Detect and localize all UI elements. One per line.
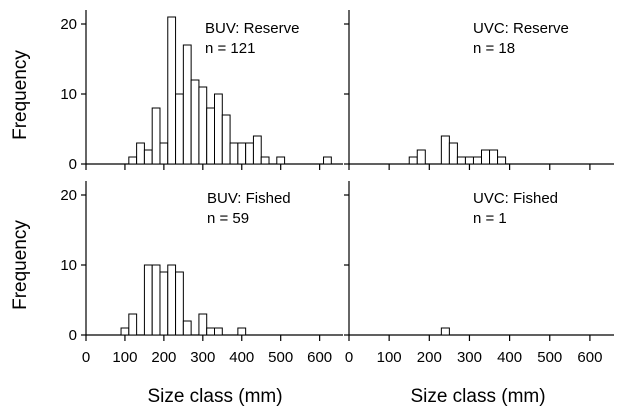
x-tick-label: 0 [82,349,90,366]
x-tick-label: 600 [577,349,602,366]
histogram-bar [167,16,177,165]
histogram-bar [190,79,200,165]
histogram-bar [198,86,208,165]
histogram-bar [276,156,286,165]
panel-sample-size: n = 18 [473,40,515,57]
panel-sample-size: n = 59 [207,210,249,227]
y-tick-label: 20 [60,187,77,204]
panel-title: UVC: Reserve [473,20,569,37]
histogram-bar [416,149,426,165]
histogram-bar [245,142,254,165]
histogram-bar [143,264,153,336]
histogram-bar [237,327,247,336]
panel-title: BUV: Fished [207,190,291,207]
histogram-bar [260,156,270,165]
histogram-bar [497,156,507,165]
histogram-bar [464,156,474,165]
x-tick-label: 200 [417,349,442,366]
panel-title: BUV: Reserve [205,20,299,37]
histogram-bar [440,135,450,165]
panel-title: UVC: Fished [473,190,558,207]
histogram-bar [136,142,145,165]
y-tick-label: 10 [60,257,77,274]
x-tick-label: 500 [268,349,293,366]
panel-sample-size: n = 121 [205,40,255,57]
histogram-bar [151,264,161,336]
x-tick-label: 500 [537,349,562,366]
y-tick-label: 20 [60,16,77,33]
histogram-bar [175,93,184,165]
histogram-bar [182,320,192,336]
histogram-bar [472,156,482,165]
histogram-bar [489,149,499,165]
histogram-bar [408,156,418,165]
histogram-bar [159,271,169,336]
x-tick-label: 200 [151,349,176,366]
histogram-bar [440,327,450,336]
histogram-bar [198,313,208,336]
histogram-bar [221,114,231,165]
x-tick-label: 600 [307,349,332,366]
y-axis-title-bottom: Frequency [10,220,31,310]
y-axis-title-top: Frequency [10,50,31,140]
histogram-bar [481,149,491,165]
histogram-bar [214,327,223,336]
histogram-bar [456,156,466,165]
x-tick-label: 100 [377,349,402,366]
y-tick-label: 0 [69,327,77,344]
histogram-bar [159,142,169,165]
x-axis-title-right: Size class (mm) [410,386,545,407]
histogram-bar [175,271,184,336]
histogram-bar [128,156,138,165]
x-tick-label: 400 [497,349,522,366]
x-tick-label: 300 [190,349,215,366]
histogram-bar [151,107,161,165]
x-tick-label: 0 [345,349,353,366]
histogram-bar [448,142,458,165]
histogram-bar [120,327,130,336]
histogram-bar [206,327,216,336]
y-tick-label: 10 [60,86,77,103]
histogram-bar [252,135,262,165]
histogram-bar [229,142,239,165]
x-tick-label: 300 [457,349,482,366]
histogram-bar [214,93,223,165]
x-tick-label: 100 [112,349,137,366]
histogram-bar [128,313,138,336]
panel-sample-size: n = 1 [473,210,507,227]
histogram-bar [167,264,177,336]
x-axis-title-left: Size class (mm) [147,386,282,407]
y-tick-label: 0 [69,156,77,173]
histogram-bar [323,156,332,165]
histogram-bar [237,142,247,165]
histogram-bar [182,44,192,165]
histogram-bar [206,107,216,165]
histogram-bar [143,149,153,165]
x-tick-label: 400 [229,349,254,366]
